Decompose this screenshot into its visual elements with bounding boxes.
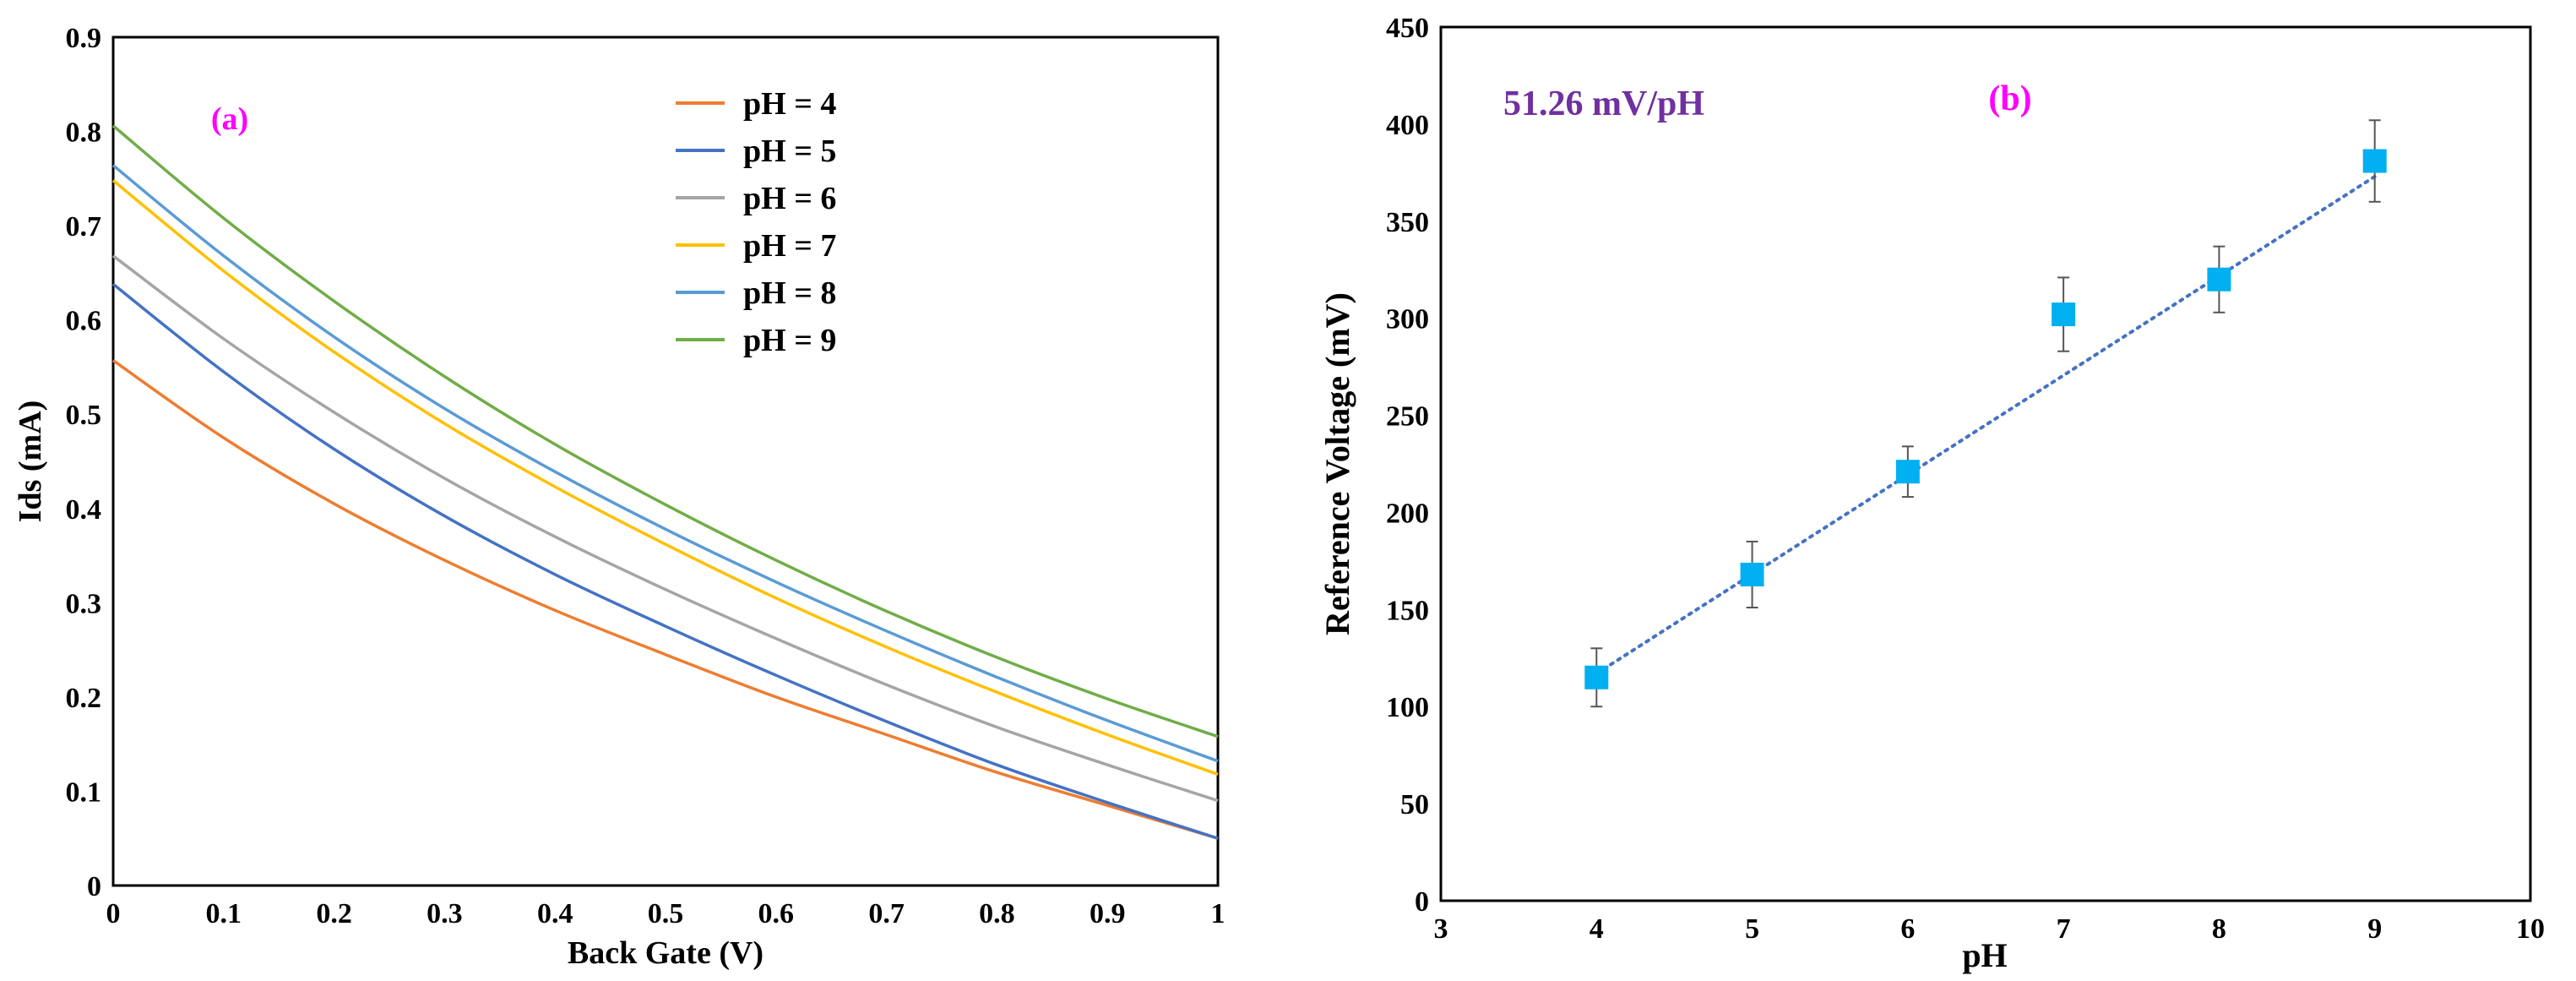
y-tick-label-a: 0.8 bbox=[66, 117, 102, 149]
y-tick-label-a: 0.9 bbox=[66, 23, 102, 54]
slope-annotation: 51.26 mV/pH bbox=[1503, 84, 1704, 123]
legend-label: pH = 5 bbox=[743, 134, 836, 169]
y-tick-label-a: 0.7 bbox=[66, 211, 102, 243]
x-tick-labels-b: 3 4 5 6 7 8 9 10 bbox=[1434, 913, 2546, 945]
x-tick-label-b: 3 bbox=[1434, 913, 1448, 945]
x-tick-label-a: 0.1 bbox=[206, 898, 242, 929]
series-line bbox=[111, 359, 1219, 840]
y-tick-label-a: 0 bbox=[87, 871, 101, 902]
x-tick-label-a: 0 bbox=[106, 898, 121, 929]
panel-a: 00.10.20.30.40.50.60.70.80.9 0 0.1 0.2 0.3 0… bbox=[13, 23, 1226, 971]
panel-label-a: (a) bbox=[211, 101, 248, 137]
x-tick-label-a: 0.8 bbox=[979, 898, 1015, 929]
y-tick-label-b: 100 bbox=[1386, 692, 1429, 723]
data-point bbox=[1584, 665, 1609, 689]
x-tick-label-b: 7 bbox=[2057, 913, 2071, 945]
plot-area-a bbox=[111, 35, 1220, 887]
data-point bbox=[2052, 302, 2076, 327]
panel-label-b: (b) bbox=[1988, 79, 2031, 118]
data-point bbox=[2362, 149, 2387, 173]
y-tick-label-b: 300 bbox=[1386, 304, 1429, 335]
x-axis-title-a: Back Gate (V) bbox=[568, 935, 764, 971]
legend-label: pH = 7 bbox=[743, 228, 836, 264]
y-tick-label-b: 50 bbox=[1400, 789, 1429, 820]
x-tick-label-b: 5 bbox=[1745, 913, 1759, 945]
plot-area-b bbox=[1439, 25, 2532, 902]
x-tick-label-b: 6 bbox=[1900, 913, 1915, 945]
x-tick-label-a: 0.6 bbox=[758, 898, 795, 929]
y-tick-label-b: 200 bbox=[1386, 498, 1429, 529]
y-tick-label-b: 400 bbox=[1386, 110, 1429, 141]
panel-b: 0 50 100 150 200 250 300 350 400 450 3 4 5 6 7 8 9 10 51… bbox=[1318, 13, 2545, 974]
x-tick-label-a: 0.2 bbox=[316, 898, 352, 929]
x-tick-label-a: 0.5 bbox=[648, 898, 684, 929]
legend-label: pH = 9 bbox=[743, 323, 836, 358]
legend-label: pH = 4 bbox=[743, 86, 836, 122]
y-tick-labels-a: 0 0.1 0.2 0.3 0.4 0.5 0.6 0.7 0.8 0.9 bbox=[66, 23, 102, 902]
x-tick-labels-a: 0 0.1 0.2 0.3 0.4 0.5 0.6 0.7 0.8 0.9 1 bbox=[106, 898, 1226, 929]
x-tick-label-b: 4 bbox=[1590, 913, 1604, 945]
y-tick-label-a: 0.6 bbox=[66, 306, 102, 337]
legend-label: pH = 8 bbox=[743, 275, 836, 311]
series-lines-a bbox=[111, 124, 1219, 840]
x-tick-label-a: 0.3 bbox=[427, 898, 463, 929]
y-tick-label-a: 0.4 bbox=[66, 494, 102, 526]
y-tick-labels-b: 0 50 100 150 200 250 300 350 400 450 bbox=[1386, 13, 1429, 918]
x-tick-label-a: 0.9 bbox=[1090, 898, 1126, 929]
x-tick-label-a: 0.7 bbox=[868, 898, 905, 929]
y-axis-title-b: Reference Voltage (mV) bbox=[1318, 292, 1356, 635]
trendline bbox=[1595, 174, 2377, 676]
data-point bbox=[2207, 267, 2231, 292]
y-tick-label-a: 0.1 bbox=[66, 777, 102, 808]
series-line bbox=[111, 124, 1219, 738]
x-tick-label-a: 0.4 bbox=[537, 898, 573, 929]
x-tick-label-b: 10 bbox=[2516, 913, 2545, 945]
y-tick-label-b: 250 bbox=[1386, 401, 1429, 433]
y-axis-title-a: Ids (mA) bbox=[13, 401, 48, 523]
series-line bbox=[111, 164, 1219, 763]
y-tick-label-b: 350 bbox=[1386, 207, 1429, 238]
data-point bbox=[1895, 460, 1920, 484]
data-point bbox=[1740, 562, 1764, 586]
x-tick-label-a: 1 bbox=[1211, 898, 1226, 929]
data-points-b bbox=[1584, 149, 2387, 689]
y-tick-label-b: 0 bbox=[1415, 886, 1429, 918]
trendline-b bbox=[1595, 174, 2377, 676]
series-line bbox=[111, 179, 1219, 777]
x-axis-title-b: pH bbox=[1962, 936, 2007, 974]
y-tick-label-b: 150 bbox=[1386, 595, 1429, 626]
y-tick-label-a: 0.5 bbox=[66, 400, 102, 431]
y-tick-label-a: 0.2 bbox=[66, 683, 102, 714]
x-tick-label-b: 9 bbox=[2367, 913, 2382, 945]
y-tick-label-b: 450 bbox=[1386, 13, 1429, 44]
x-tick-label-b: 8 bbox=[2212, 913, 2226, 945]
series-line bbox=[111, 282, 1219, 840]
series-line bbox=[111, 254, 1219, 803]
y-tick-label-a: 0.3 bbox=[66, 588, 102, 619]
legend-label: pH = 6 bbox=[743, 181, 836, 216]
legend-a: pH = 4 pH = 5 pH = 6 pH = 7 pH = 8 pH = 9 bbox=[676, 86, 836, 358]
